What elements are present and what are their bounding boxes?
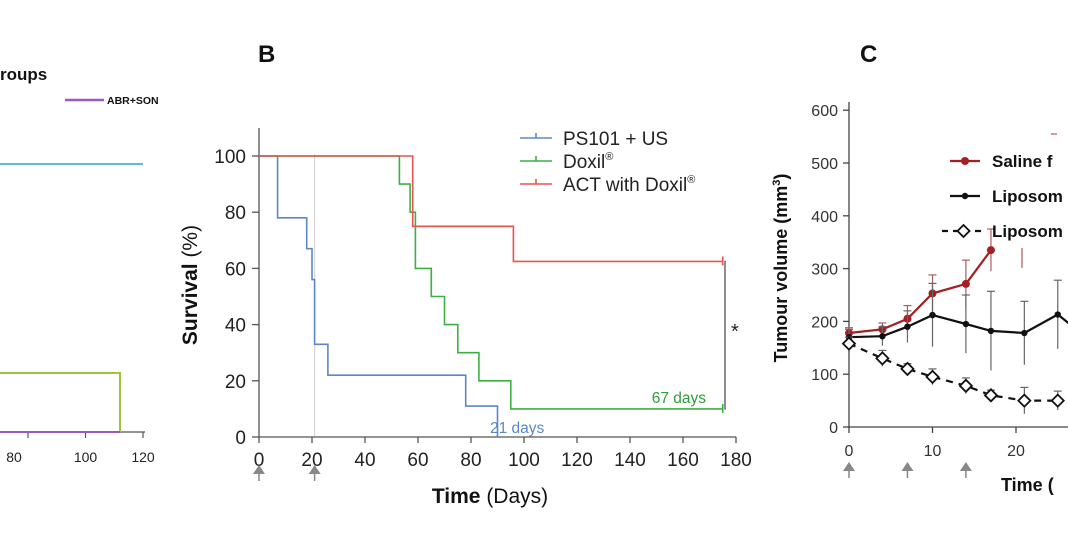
- panel-b-legend-sup-2: ®: [687, 174, 695, 186]
- panel-c-point-liposome: [879, 332, 886, 340]
- panel-b-letter: B: [258, 41, 275, 68]
- panel-b-x-tick-label: 80: [460, 450, 481, 471]
- panel-c-y-tick-label: 600: [811, 103, 838, 120]
- panel-c-point-liposome-open: [983, 388, 999, 403]
- panel-c-point-liposome: [987, 327, 995, 335]
- panel-c-point-liposome: [929, 311, 936, 319]
- panel-c-point-liposome-open: [875, 351, 890, 366]
- panel-c-point-liposome-open: [900, 361, 915, 377]
- panel-c-y-axis-label-close: ): [771, 174, 791, 180]
- panel-b-y-axis-label: Survival (%): [179, 225, 202, 345]
- panel-b-series-line-1: [259, 155, 723, 410]
- panel-b-y-tick-label: 20: [225, 372, 246, 393]
- panel-c-point-liposome: [1054, 311, 1061, 318]
- panel-c-legend-label-2: Liposom: [992, 222, 1063, 241]
- panel-c-x-axis-label: Time (: [1001, 475, 1054, 495]
- panel-b-legend-label-0: PS101 + US: [563, 129, 668, 150]
- panel-b-x-axis-label-bold: Time: [432, 485, 481, 508]
- panel-c-y-tick-label: 500: [811, 156, 838, 173]
- panel-c-series-line-0: [848, 249, 992, 335]
- panel-b-legend-label-2: ACT with Doxil®: [563, 174, 695, 196]
- panel-b-treatment-arrow-0-head: [253, 465, 265, 474]
- panel-c-y-tick-label: 300: [811, 262, 838, 279]
- panel-b-x-tick-label: 40: [354, 450, 375, 471]
- panel-c-y-tick-label: 100: [811, 367, 838, 384]
- panel-b-y-tick-label: 60: [225, 259, 246, 280]
- panel-c-point-liposome: [904, 323, 911, 330]
- panel-b-legend-label-1: Doxil®: [563, 151, 613, 173]
- panel-b-x-tick-label: 20: [301, 450, 322, 471]
- panel-b-y-axis-label-unit: (%): [179, 225, 202, 264]
- panel-a-series-line-1: [0, 372, 121, 432]
- panel-b-x-tick-label: 160: [667, 450, 699, 471]
- panel-b-x-tick-label: 180: [720, 450, 752, 471]
- panel-b-y-tick-label: 100: [214, 147, 246, 168]
- panel-a-x-tick-label: 100: [74, 449, 98, 465]
- panel-c-point-liposome-open: [841, 336, 857, 351]
- panel-c-legend-label-1: Liposom: [992, 187, 1063, 206]
- panel-b-y-axis-label-bold: Survival: [179, 263, 202, 345]
- panel-c-point-liposome: [1021, 329, 1028, 337]
- panel-b-y-tick-label: 0: [235, 428, 246, 449]
- panel-b-x-axis-label-unit: (Days): [480, 485, 548, 508]
- panel-c-y-axis-label-sup: 3: [771, 180, 783, 186]
- panel-a-x-tick-label: 120: [131, 449, 155, 465]
- panel-b-legend-sup-1: ®: [605, 151, 613, 163]
- panel-a-legend-label: ABR+SON: [107, 95, 159, 107]
- panel-b-significance-star: *: [731, 321, 739, 343]
- panel-a: 80 100 120: [0, 98, 155, 465]
- panel-b-y-tick-label: 40: [225, 316, 246, 337]
- panel-a-x-tick-label: 80: [6, 449, 22, 465]
- panel-b-x-tick-label: 120: [561, 450, 593, 471]
- panel-c-letter: C: [860, 41, 877, 68]
- panel-c-legend-marker-1: [961, 192, 969, 200]
- panel-b-x-tick-label: 100: [508, 450, 540, 471]
- panel-c-x-tick-label: 0: [845, 443, 854, 460]
- panel-b-series-line-2: [259, 155, 723, 263]
- panel-c-legend-marker-0: [961, 157, 969, 165]
- panel-b-x-axis-label: Time (Days): [432, 485, 548, 508]
- panel-b: 0 20 40 60 80 100 0 20 40 60 80 100 120 140 160 180 * 67 …: [179, 128, 752, 508]
- panel-c-point-liposome-open: [1050, 393, 1066, 408]
- panel-b-x-tick-label: 140: [614, 450, 646, 471]
- panel-c-y-tick-label: 0: [829, 420, 838, 437]
- panel-c-y-tick-label: 200: [811, 314, 838, 331]
- panel-c-point-liposome-open: [1017, 393, 1032, 408]
- panel-c-point-liposome-open: [958, 378, 974, 394]
- panel-b-annotation-21-days: 21 days: [490, 420, 545, 437]
- panel-c-legend-marker-2: [956, 223, 971, 239]
- panel-b-significance-bracket: [724, 260, 726, 410]
- panel-b-y-tick-label: 80: [225, 203, 246, 224]
- panel-b-treatment-arrow-1-head: [308, 465, 321, 474]
- panel-c-treatment-arrow-0-head: [843, 462, 855, 471]
- panel-c-point-saline: [986, 246, 995, 255]
- panel-b-series-line-0: [259, 155, 499, 437]
- panel-c-series-line-2: [848, 342, 1058, 402]
- panel-a-title: roups: [0, 65, 47, 84]
- panel-b-x-tick-label: 0: [254, 450, 265, 471]
- panel-c-y-axis-label: Tumour volume (mm3): [771, 174, 791, 363]
- panel-c-point-saline: [961, 279, 970, 288]
- panel-c: 0 100 200 300 400 500 600 0 10 20 Saline f Liposom L…: [771, 102, 1068, 495]
- panel-c-point-liposome-open: [925, 369, 940, 385]
- panel-c-x-tick-label: 20: [1007, 443, 1025, 460]
- panel-c-x-tick-label: 10: [924, 443, 942, 460]
- panel-c-treatment-arrow-2-head: [959, 462, 972, 471]
- panel-b-annotation-67-days: 67 days: [652, 390, 707, 407]
- panel-b-x-tick-label: 60: [407, 450, 428, 471]
- panel-c-treatment-arrow-1-head: [901, 462, 914, 471]
- panel-c-legend-label-0: Saline f: [992, 152, 1053, 171]
- panel-c-y-tick-label: 400: [811, 209, 838, 226]
- panel-c-point-liposome: [962, 320, 970, 328]
